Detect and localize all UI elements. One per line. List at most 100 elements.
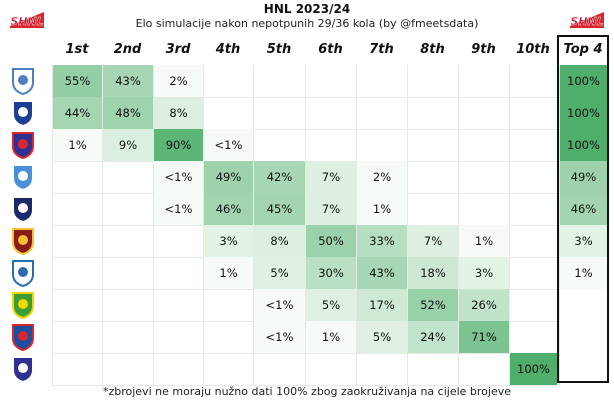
heatmap-cell bbox=[305, 353, 356, 385]
heatmap-cell: 100% bbox=[559, 97, 607, 129]
heatmap-cell: 24% bbox=[407, 321, 458, 353]
heatmap-cell bbox=[52, 289, 102, 321]
heatmap-cell bbox=[559, 289, 607, 321]
heatmap-cell: 48% bbox=[102, 97, 153, 129]
heatmap-cell: 44% bbox=[52, 97, 102, 129]
heatmap-cell bbox=[253, 129, 305, 161]
heatmap-cell bbox=[305, 129, 356, 161]
heatmap-cell bbox=[559, 321, 607, 353]
heatmap-cell bbox=[509, 225, 557, 257]
heatmap-cell bbox=[509, 321, 557, 353]
column-header: 6th bbox=[318, 42, 343, 57]
heatmap-cell bbox=[102, 225, 153, 257]
heatmap-cell: 7% bbox=[305, 161, 356, 193]
heatmap-cell: 55% bbox=[52, 65, 102, 97]
heatmap-cell: <1% bbox=[253, 321, 305, 353]
heatmap-cell: 5% bbox=[356, 321, 407, 353]
heatmap-cell bbox=[253, 353, 305, 385]
heatmap-cell bbox=[458, 65, 509, 97]
chart-title: HNL 2023/24 bbox=[263, 2, 351, 16]
column-header: 8th bbox=[420, 42, 445, 57]
heatmap-cell bbox=[509, 161, 557, 193]
heatmap-cell: 42% bbox=[253, 161, 305, 193]
heatmap-cell bbox=[52, 193, 102, 225]
column-header: 5th bbox=[266, 42, 292, 57]
heatmap-cell: 17% bbox=[356, 289, 407, 321]
heatmap-cell bbox=[102, 289, 153, 321]
heatmap-cell bbox=[52, 161, 102, 193]
heatmap-cell bbox=[102, 321, 153, 353]
heatmap-cell bbox=[52, 321, 102, 353]
heatmap-cell: 100% bbox=[559, 129, 607, 161]
heatmap-cell: <1% bbox=[203, 129, 253, 161]
heatmap-cell: 33% bbox=[356, 225, 407, 257]
heatmap-cell bbox=[102, 257, 153, 289]
hajduk-crest-icon bbox=[12, 132, 34, 159]
heatmap-cell: 30% bbox=[305, 257, 356, 289]
heatmap-cell: 90% bbox=[153, 129, 203, 161]
column-header: 3rd bbox=[165, 42, 191, 57]
footnote: *zbrojevi ne moraju nužno dati 100% zbog… bbox=[102, 385, 512, 398]
gorica-crest-icon bbox=[12, 228, 34, 255]
heatmap-cell bbox=[356, 65, 407, 97]
heatmap-cell bbox=[253, 97, 305, 129]
heatmap-cell bbox=[153, 353, 203, 385]
heatmap-cell bbox=[407, 161, 458, 193]
heatmap-cell bbox=[458, 193, 509, 225]
heatmap-cell bbox=[458, 161, 509, 193]
heatmap-cell: 8% bbox=[153, 97, 203, 129]
heatmap-cell bbox=[203, 289, 253, 321]
heatmap-cell bbox=[458, 129, 509, 161]
column-header: 1st bbox=[65, 42, 89, 57]
heatmap-cell bbox=[407, 353, 458, 385]
heatmap-cell bbox=[509, 129, 557, 161]
column-header: 9th bbox=[471, 42, 496, 57]
heatmap-cell: 46% bbox=[203, 193, 253, 225]
heatmap-cell: 5% bbox=[305, 289, 356, 321]
heatmap-cell bbox=[559, 353, 607, 385]
heatmap-cell: 3% bbox=[458, 257, 509, 289]
column-header: 10th bbox=[516, 42, 550, 57]
header-logo-left: SHNL bbox=[6, 6, 48, 34]
heatmap-cell: 1% bbox=[559, 257, 607, 289]
lokomotiva-crest-icon bbox=[12, 196, 34, 223]
column-header: 2nd bbox=[113, 42, 142, 57]
row-divider bbox=[52, 129, 557, 130]
heatmap-cell: 5% bbox=[253, 257, 305, 289]
heatmap-cell bbox=[509, 65, 557, 97]
heatmap-cell bbox=[407, 97, 458, 129]
heatmap-cell bbox=[407, 65, 458, 97]
slaven-crest-icon bbox=[12, 324, 34, 351]
heatmap-cell bbox=[305, 97, 356, 129]
heatmap-cell: 3% bbox=[559, 225, 607, 257]
heatmap-cell bbox=[407, 129, 458, 161]
logo-text-right: SHNL bbox=[570, 15, 603, 28]
heatmap-cell: 1% bbox=[52, 129, 102, 161]
heatmap-cell bbox=[203, 321, 253, 353]
row-divider bbox=[52, 353, 557, 354]
shnl-logo-icon: SHNL bbox=[7, 9, 47, 31]
heatmap-cell: 43% bbox=[102, 65, 153, 97]
heatmap-cell: 2% bbox=[356, 161, 407, 193]
heatmap-cell: 49% bbox=[203, 161, 253, 193]
heatmap-cell: 1% bbox=[305, 321, 356, 353]
heatmap-cell bbox=[153, 321, 203, 353]
chart-subtitle: Elo simulacije nakon nepotpunih 29/36 ko… bbox=[135, 17, 479, 30]
heatmap-cell: 26% bbox=[458, 289, 509, 321]
heatmap-cell bbox=[356, 353, 407, 385]
heatmap-cell bbox=[509, 257, 557, 289]
logo-text-left: SHNL bbox=[10, 15, 43, 28]
heatmap-cell: 7% bbox=[407, 225, 458, 257]
heatmap-cell bbox=[305, 65, 356, 97]
osijek-crest-icon bbox=[12, 164, 34, 191]
heatmap-cell: 8% bbox=[253, 225, 305, 257]
column-header: 7th bbox=[369, 42, 394, 57]
heatmap-cell bbox=[52, 353, 102, 385]
heatmap-cell bbox=[509, 193, 557, 225]
heatmap-cell bbox=[407, 193, 458, 225]
heatmap-cell: 100% bbox=[559, 65, 607, 97]
heatmap-cell bbox=[253, 65, 305, 97]
heatmap-cell bbox=[153, 257, 203, 289]
dinamo-crest-icon bbox=[12, 100, 34, 127]
heatmap-cell: <1% bbox=[153, 161, 203, 193]
